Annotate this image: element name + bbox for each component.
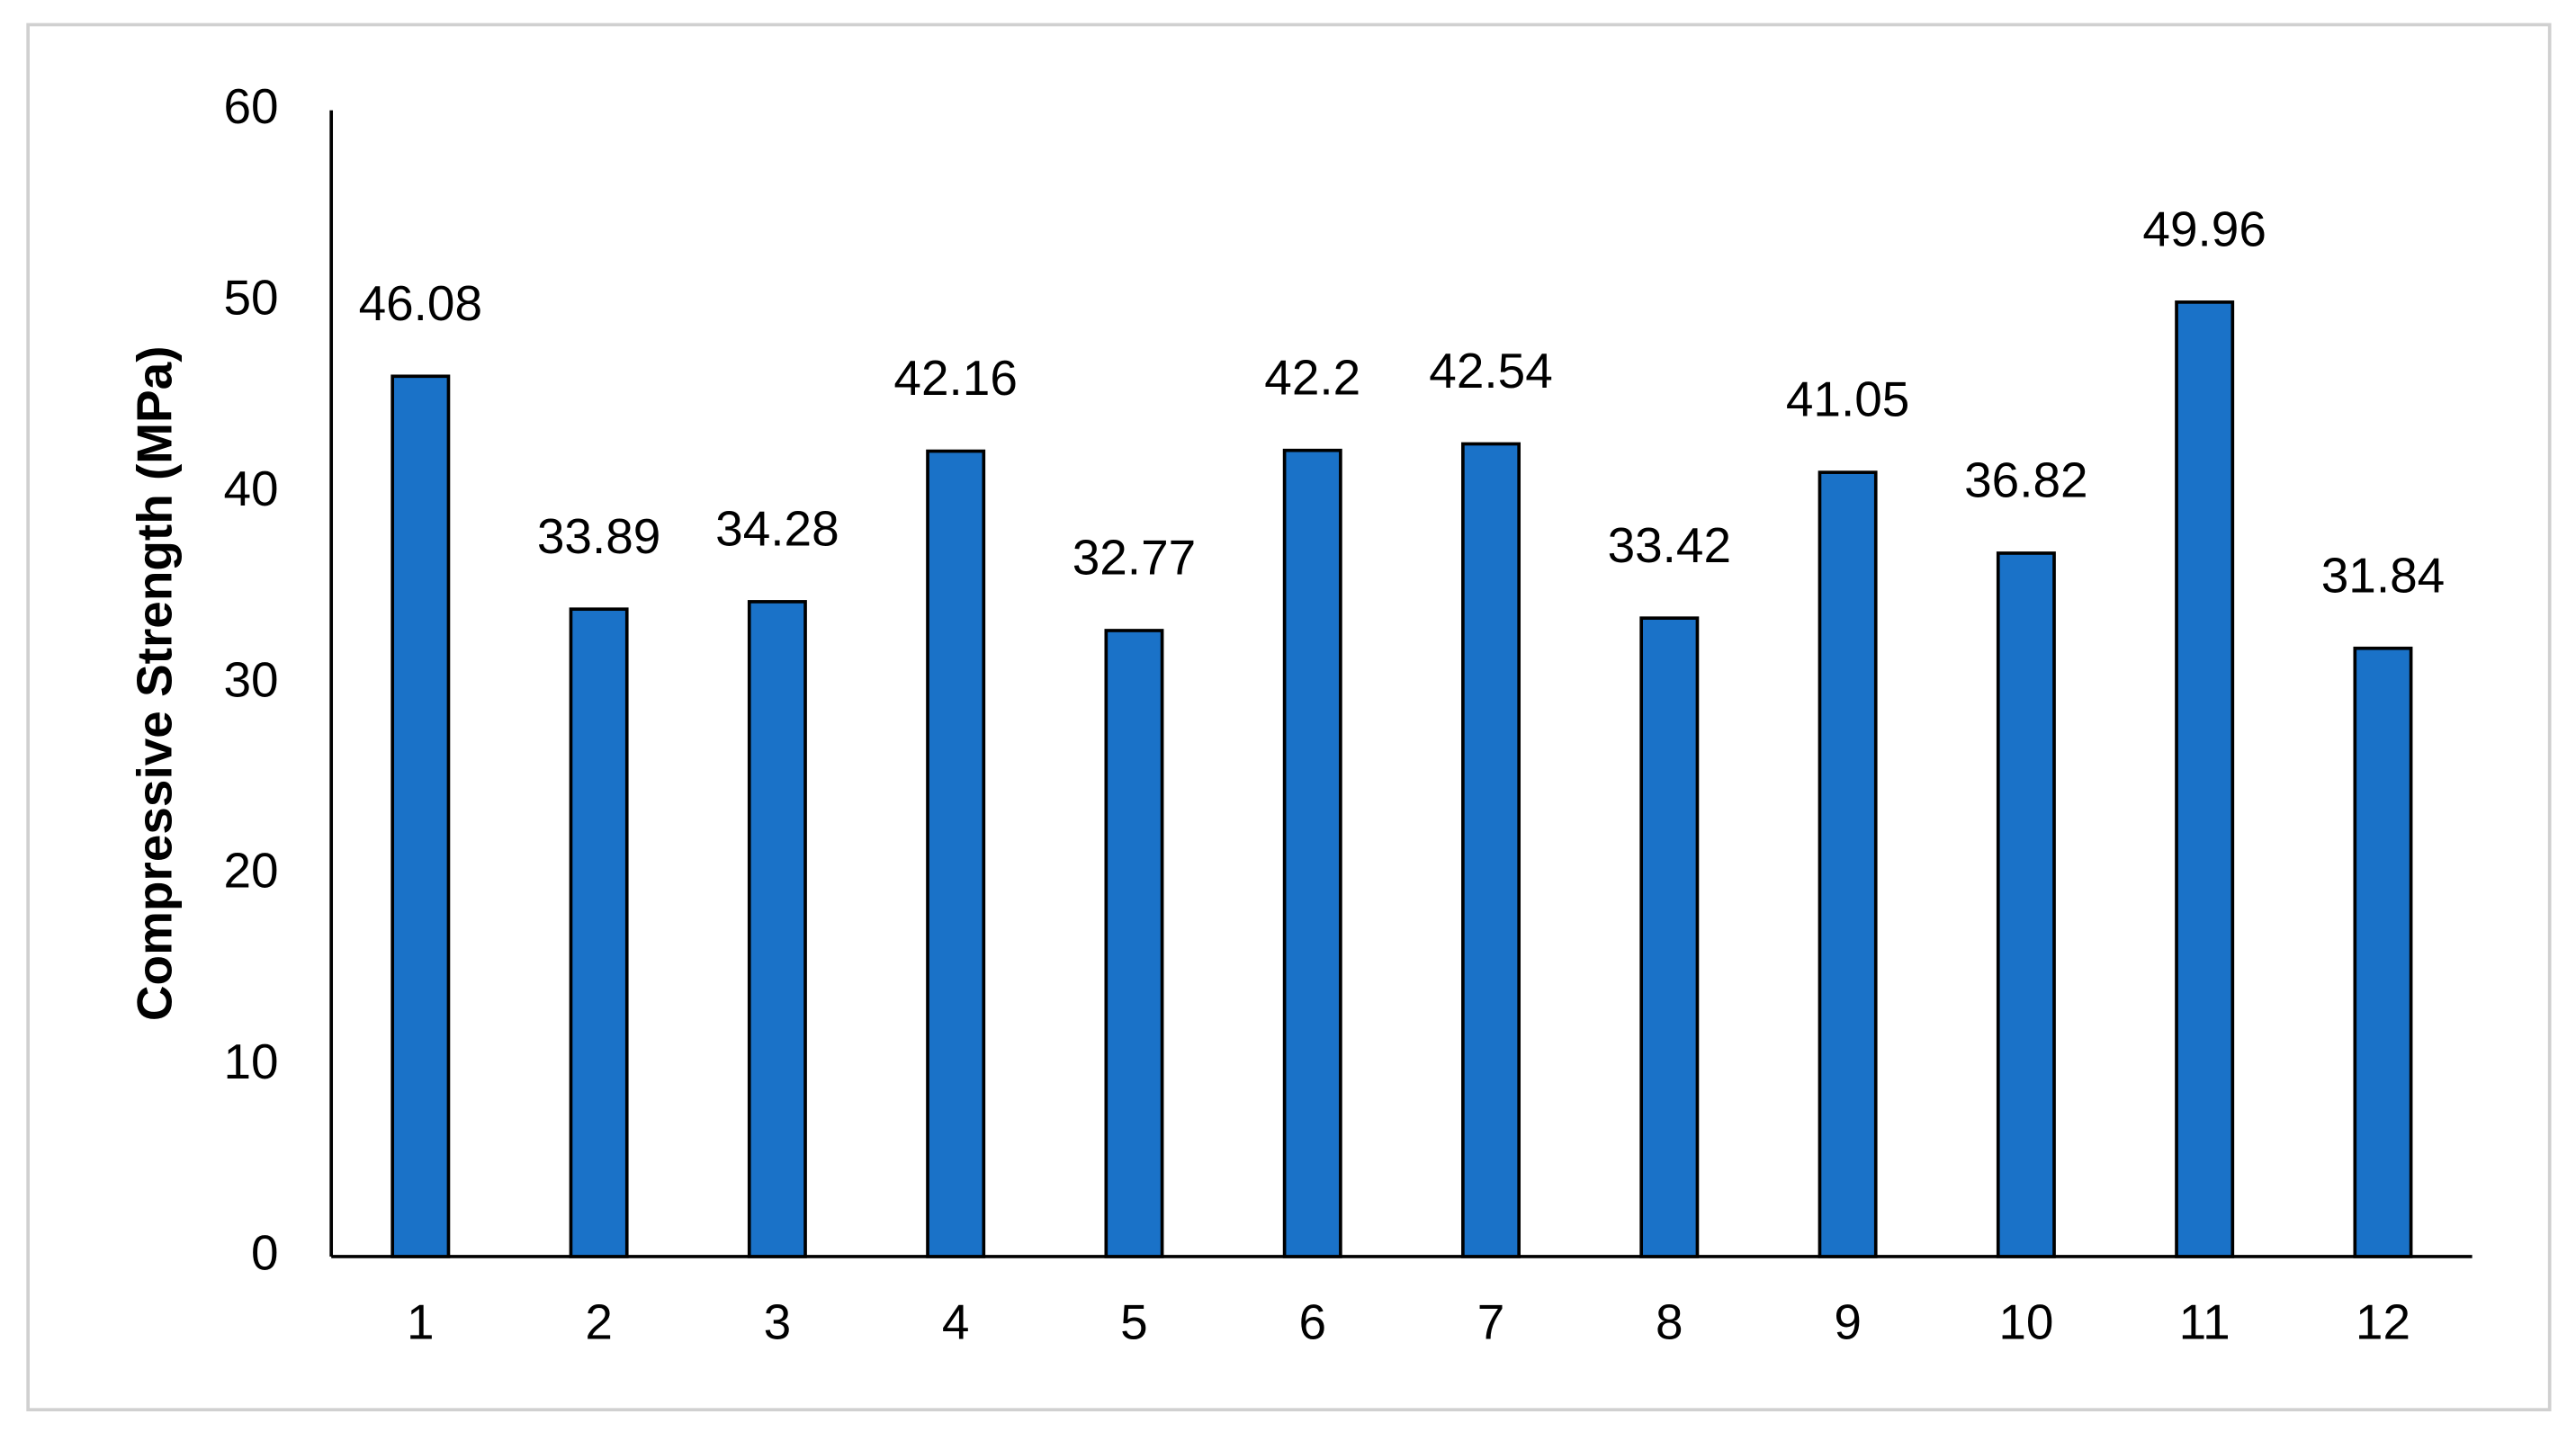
bar bbox=[2175, 300, 2235, 1258]
value-label: 34.28 bbox=[715, 501, 839, 557]
value-label: 33.89 bbox=[537, 508, 660, 564]
y-tick-label: 20 bbox=[223, 843, 278, 899]
x-tick-label: 8 bbox=[1656, 1293, 1683, 1349]
value-label: 42.54 bbox=[1429, 343, 1552, 398]
y-tick-label: 0 bbox=[251, 1224, 279, 1280]
bar bbox=[926, 449, 986, 1258]
x-tick-label: 10 bbox=[1998, 1293, 2053, 1349]
bar bbox=[1104, 629, 1164, 1258]
value-label: 32.77 bbox=[1073, 530, 1196, 586]
x-tick-label: 1 bbox=[407, 1293, 435, 1349]
bar bbox=[1461, 442, 1521, 1258]
value-label: 42.2 bbox=[1264, 349, 1360, 405]
y-tick-label: 60 bbox=[223, 78, 278, 134]
x-tick-label: 7 bbox=[1477, 1293, 1505, 1349]
value-label: 41.05 bbox=[1786, 371, 1909, 427]
bar bbox=[1282, 448, 1342, 1258]
bar bbox=[1639, 616, 1700, 1258]
bar bbox=[747, 600, 807, 1258]
value-label: 31.84 bbox=[2321, 547, 2445, 603]
bar bbox=[390, 374, 451, 1258]
value-label: 42.16 bbox=[893, 350, 1017, 406]
x-tick-label: 6 bbox=[1298, 1293, 1326, 1349]
y-tick-label: 50 bbox=[223, 270, 278, 326]
x-tick-label: 5 bbox=[1120, 1293, 1148, 1349]
bar bbox=[1818, 470, 1878, 1258]
x-tick-label: 4 bbox=[942, 1293, 970, 1349]
value-label: 46.08 bbox=[359, 275, 482, 331]
x-tick-label: 3 bbox=[764, 1293, 792, 1349]
y-tick-label: 10 bbox=[223, 1034, 278, 1089]
value-label: 49.96 bbox=[2142, 201, 2266, 257]
y-tick-label: 30 bbox=[223, 651, 278, 707]
value-label: 33.42 bbox=[1608, 517, 1731, 573]
x-tick-label: 12 bbox=[2356, 1293, 2410, 1349]
bar bbox=[569, 607, 629, 1258]
bar bbox=[2353, 646, 2413, 1258]
y-axis-label: Compressive Strength (MPa) bbox=[126, 346, 182, 1022]
x-tick-label: 9 bbox=[1834, 1293, 1862, 1349]
y-tick-label: 40 bbox=[223, 461, 278, 516]
bar bbox=[1996, 551, 2056, 1258]
x-tick-label: 11 bbox=[2179, 1293, 2230, 1349]
value-label: 36.82 bbox=[1964, 452, 2087, 508]
x-tick-label: 2 bbox=[585, 1293, 613, 1349]
